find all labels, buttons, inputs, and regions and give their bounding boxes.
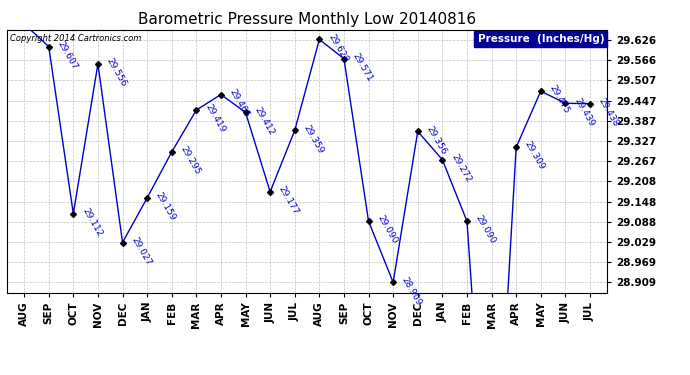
Text: 28.038: 28.038 [0, 374, 1, 375]
Text: 29.272: 29.272 [449, 153, 473, 184]
Text: 29.465: 29.465 [228, 87, 251, 119]
Text: 29.090: 29.090 [474, 214, 497, 246]
Text: 29.628: 29.628 [326, 32, 350, 64]
Text: 29.295: 29.295 [179, 145, 202, 176]
Text: Pressure  (Inches/Hg): Pressure (Inches/Hg) [477, 34, 604, 44]
Text: 29.556: 29.556 [105, 57, 128, 88]
Text: 29.159: 29.159 [154, 190, 177, 222]
Text: 28.909: 28.909 [400, 275, 424, 307]
Text: 29.356: 29.356 [425, 124, 449, 156]
Text: 29.090: 29.090 [375, 214, 399, 246]
Text: 29.607: 29.607 [56, 39, 79, 71]
Text: 29.674: 29.674 [0, 374, 1, 375]
Text: 29.027: 29.027 [130, 235, 153, 267]
Text: 29.438: 29.438 [597, 96, 620, 128]
Text: 29.419: 29.419 [204, 103, 227, 135]
Text: 29.309: 29.309 [523, 140, 546, 172]
Text: Copyright 2014 Cartronics.com: Copyright 2014 Cartronics.com [10, 34, 141, 43]
Text: 29.439: 29.439 [572, 96, 595, 128]
Text: 29.412: 29.412 [253, 105, 276, 137]
Text: 29.112: 29.112 [80, 207, 104, 238]
Title: Barometric Pressure Monthly Low 20140816: Barometric Pressure Monthly Low 20140816 [138, 12, 476, 27]
Text: 29.359: 29.359 [302, 123, 325, 155]
Text: 29.475: 29.475 [548, 84, 571, 116]
Text: 29.177: 29.177 [277, 184, 301, 216]
Text: 29.571: 29.571 [351, 51, 375, 83]
